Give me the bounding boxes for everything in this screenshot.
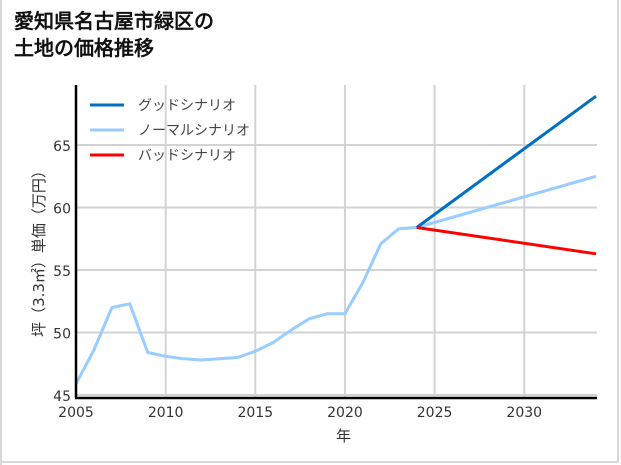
axes <box>74 85 597 400</box>
y-tick-label: 45 <box>53 389 71 405</box>
y-tick-label: 60 <box>53 202 71 218</box>
x-tick-label: 2030 <box>506 405 542 421</box>
frame-border <box>0 0 2 465</box>
grid <box>75 85 597 398</box>
x-axis-label: 年 <box>336 427 351 445</box>
data-lines <box>74 94 597 385</box>
y-axis-label: 坪（3.3㎡）単価（万円） <box>30 163 48 337</box>
tick-labels: 2005 2010 2015 2020 2025 2030 45 50 55 60 65 <box>53 139 542 421</box>
y-tick-label: 55 <box>53 264 71 280</box>
chart-title: 愛知県名古屋市緑区の 土地の価格推移 <box>14 8 214 62</box>
x-tick-label: 2010 <box>148 405 184 421</box>
legend-label: ノーマルシナリオ <box>138 123 250 139</box>
x-tick-label: 2015 <box>237 405 273 421</box>
legend-label: バッドシナリオ <box>138 148 236 164</box>
x-tick-label: 2020 <box>327 405 363 421</box>
x-tick-label: 2025 <box>417 405 453 421</box>
series-line <box>416 226 597 256</box>
series-line <box>415 94 597 229</box>
series-line <box>74 174 597 385</box>
title-line-2: 土地の価格推移 <box>14 36 154 60</box>
title-line-1: 愛知県名古屋市緑区の <box>14 9 214 33</box>
y-tick-label: 65 <box>53 139 71 155</box>
y-tick-label: 50 <box>53 327 71 343</box>
x-tick-label: 2005 <box>58 405 94 421</box>
legend-label: グッドシナリオ <box>138 98 236 114</box>
